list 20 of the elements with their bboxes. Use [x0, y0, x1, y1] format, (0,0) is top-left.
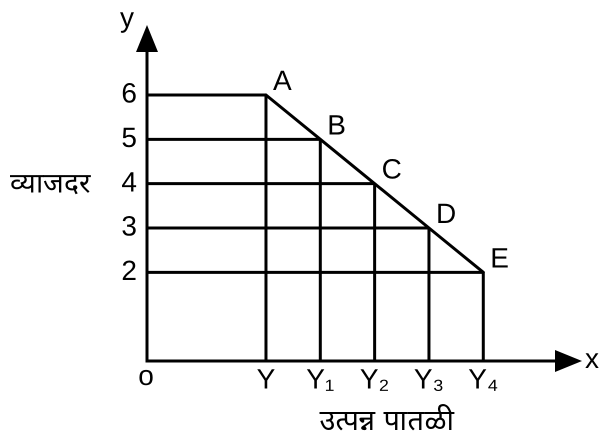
x-tick-label: Y₄ — [468, 364, 498, 395]
text: o — [138, 360, 154, 391]
text: y — [120, 2, 134, 33]
annotation: B — [327, 109, 346, 140]
x-axis-title: उत्पन्न पातळी — [319, 404, 455, 437]
y-tick-label: 5 — [121, 122, 137, 154]
annotation: D — [436, 198, 456, 229]
x-tick-label: Y₂ — [360, 364, 390, 395]
y-tick-label: 2 — [121, 255, 137, 286]
x-tick-label: Y₃ — [414, 364, 444, 395]
annotation: E — [490, 242, 509, 274]
y-tick-label: 4 — [121, 166, 137, 198]
y-axis-title: व्याजदर — [10, 168, 91, 199]
x-tick-label: Y — [256, 364, 276, 395]
y-tick-label: 6 — [121, 78, 137, 109]
annotation: A — [272, 65, 292, 96]
x-tick-label: Y₁ — [306, 364, 334, 395]
y-tick-label: 3 — [121, 210, 137, 242]
annotation: C — [382, 154, 402, 185]
text: x — [585, 343, 599, 374]
